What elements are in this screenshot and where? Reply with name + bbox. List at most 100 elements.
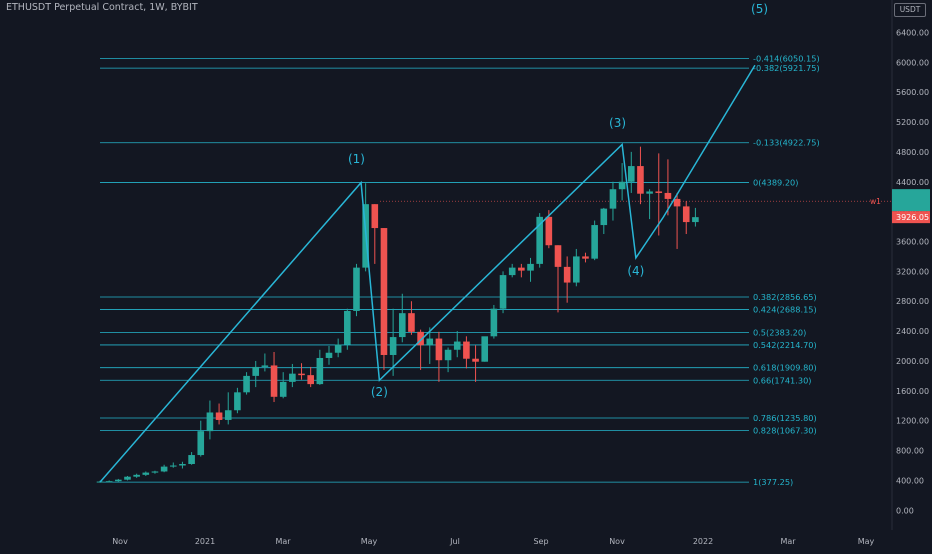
time-axis-label: Nov (609, 537, 625, 546)
price-axis-label: 3200.00 (896, 267, 929, 276)
wave-label: (4) (627, 264, 644, 278)
candle-up (115, 479, 122, 482)
candle-up (316, 357, 324, 385)
candle-up (499, 275, 507, 309)
price-axis-label: 800.00 (896, 447, 924, 456)
candle-up (325, 352, 333, 358)
candle-down (380, 228, 388, 355)
candle-up (453, 341, 461, 350)
candle-up (243, 375, 250, 393)
candle-up (490, 308, 498, 337)
price-axis-label: 2000.00 (896, 357, 929, 366)
candle-up (508, 267, 516, 276)
fib-level-label: 0.618(1909.80) (753, 363, 817, 373)
candle-up (234, 392, 241, 411)
fib-level-label: 0.828(1067.30) (753, 426, 817, 436)
wave-label: (2) (371, 385, 388, 399)
fib-level-label: 0.542(2214.70) (753, 340, 817, 350)
time-axis-label: 2021 (195, 537, 215, 546)
candle-down (270, 365, 278, 397)
price-axis-label: 0.00 (896, 506, 914, 515)
candle-up (279, 381, 287, 397)
candle-up (591, 225, 598, 259)
fib-level-label: 1(377.25) (753, 477, 793, 487)
time-axis-label: Mar (275, 537, 291, 546)
candle-up (444, 349, 452, 361)
candle-up (353, 267, 360, 311)
candle-down (655, 191, 663, 193)
last-price-label: 3926.05 (896, 213, 929, 222)
fib-level-label: 0.786(1235.80) (753, 413, 817, 423)
candle-up (160, 466, 168, 472)
elliott-wave-line[interactable] (99, 64, 756, 483)
last-price-badge (892, 211, 930, 224)
candle-down (637, 166, 644, 194)
symbol-title[interactable]: ETHUSDT Perpetual Contract, 1W, BYBIT (6, 2, 198, 13)
time-axis-label: May (858, 537, 875, 546)
candle-up (133, 474, 140, 477)
price-axis-label: 400.00 (896, 476, 924, 485)
price-axis-label: 5200.00 (896, 118, 929, 127)
candle-down (215, 412, 223, 420)
candle-down (518, 267, 525, 271)
time-axis-label: Sep (533, 537, 548, 546)
candle-up (627, 166, 635, 182)
price-axis-label: 6400.00 (896, 28, 929, 37)
candle-down (563, 266, 571, 283)
fib-level-label: 0.382(2856.65) (753, 292, 817, 302)
candle-up (344, 310, 351, 345)
candle-down (664, 192, 672, 199)
candle-up (105, 481, 113, 483)
candle-up (124, 476, 131, 480)
price-axis-label: 2800.00 (896, 297, 929, 306)
candle-up (646, 191, 653, 194)
candle-down (417, 331, 424, 346)
candle-up (206, 412, 214, 432)
candle-up (573, 256, 580, 283)
wave-label: (3) (609, 116, 626, 130)
candle-up (289, 373, 296, 382)
candle-up (536, 216, 543, 264)
fib-level-label: 0.5(2383.20) (753, 327, 806, 337)
candle-down (298, 373, 305, 376)
currency-button[interactable]: USDT (894, 3, 926, 17)
candle-up (609, 189, 617, 209)
candle-up (426, 338, 434, 346)
candle-up (179, 464, 186, 466)
candle-up (481, 336, 489, 362)
wave-label: (1) (348, 152, 365, 166)
candle-up (169, 465, 177, 467)
indicator-label: w1 (870, 197, 881, 206)
candle-up (398, 313, 406, 338)
time-axis-label: 2022 (693, 537, 713, 546)
candle-down (682, 206, 690, 223)
fib-level-label: 0.66(1741.30) (753, 375, 811, 385)
time-axis-label: Jul (449, 537, 460, 546)
fib-level-label: -0.414(6050.15) (753, 54, 820, 64)
price-axis-label: 5600.00 (896, 88, 929, 97)
candle-up (188, 455, 195, 465)
candle-up (261, 365, 269, 367)
price-axis-label: 3600.00 (896, 237, 929, 246)
candle-up (151, 471, 159, 473)
candle-down (545, 216, 553, 246)
candle-up (252, 366, 260, 376)
price-axis-label: 4400.00 (896, 178, 929, 187)
candle-up (334, 344, 342, 353)
time-axis-label: Mar (780, 537, 796, 546)
candle-down (435, 338, 443, 361)
candle-down (463, 341, 470, 359)
price-axis-label: 4800.00 (896, 148, 929, 157)
candle-down (371, 204, 379, 229)
candle-down (554, 245, 562, 267)
fib-level-label: -0.382(5921.75) (753, 63, 820, 73)
indicator-value-badge (892, 189, 930, 212)
candle-up (197, 431, 205, 456)
price-axis-label: 1600.00 (896, 387, 929, 396)
time-axis-label: Nov (112, 537, 128, 546)
candle-up (142, 472, 150, 475)
time-axis-label: May (361, 537, 378, 546)
candle-down (307, 375, 314, 385)
